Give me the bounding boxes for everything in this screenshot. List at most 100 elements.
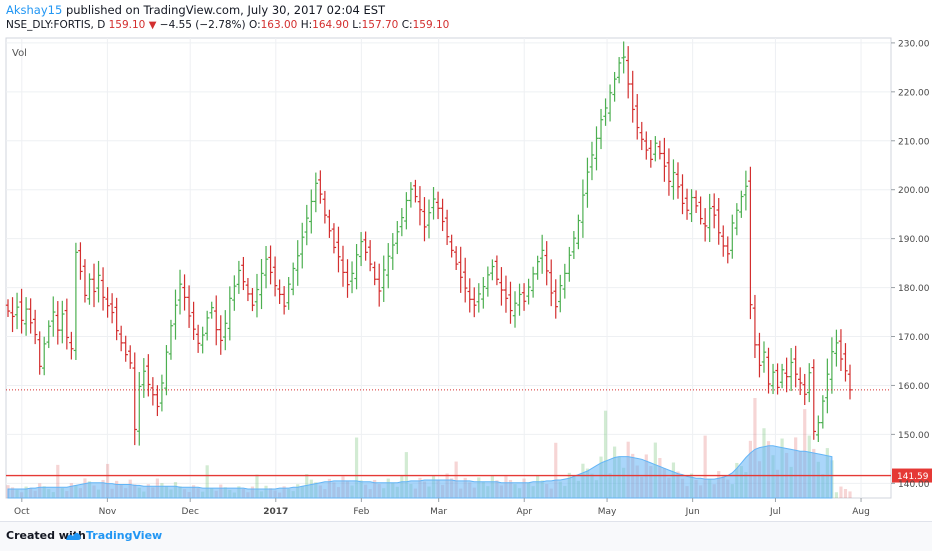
y-tick-label: 200.00 [898, 186, 930, 196]
volume-ma [7, 445, 833, 499]
ohlc-bar [730, 214, 735, 259]
price-chart[interactable]: 141.59 140.00 150.00 160.00 170.00 180.00 190… [0, 0, 932, 521]
ohlc-bar [191, 301, 196, 340]
ohlc-bar [829, 337, 835, 394]
ohlc-bar [739, 190, 744, 218]
ohlc-bar [648, 140, 654, 168]
ohlc-bar [114, 297, 119, 341]
ohlc-bar [195, 324, 201, 353]
ohlc-bar [295, 240, 300, 286]
ohlc-bar [5, 299, 11, 317]
ohlc-bar [788, 348, 794, 392]
ohlc-bar [100, 267, 106, 311]
ohlc-bar [218, 315, 223, 355]
ohlc-bar [807, 363, 812, 403]
x-tick-label: Aug [852, 507, 870, 517]
ohlc-bar [159, 374, 165, 412]
ohlc-bar [168, 319, 174, 360]
ohlc-bar [666, 148, 672, 196]
ohlc-bar [32, 309, 38, 345]
y-tick-label: 160.00 [898, 382, 930, 392]
ohlc-bar [544, 241, 549, 286]
tradingview-link[interactable]: TradingView [86, 529, 163, 542]
ohlc-bar [793, 345, 798, 388]
volume-bar [703, 435, 707, 498]
volume-bar [554, 442, 558, 498]
ohlc-bars [5, 41, 853, 446]
publish-info: published on TradingView.com, July 30, 2… [65, 3, 386, 17]
publish-line: Akshay15 published on TradingView.com, J… [6, 3, 385, 17]
ohlc-bar [241, 256, 246, 291]
ohlc-bar [272, 256, 278, 297]
ohlc-bar [508, 281, 513, 324]
ohlc-bar [386, 243, 391, 289]
ohlc-bar [644, 131, 649, 160]
x-tick-label: Jun [685, 507, 700, 517]
ohlc-bar [653, 136, 658, 162]
chart-header: Akshay15 published on TradingView.com, J… [0, 0, 932, 40]
created-with-text: Created with [6, 529, 86, 542]
y-tick-label: 170.00 [898, 333, 930, 343]
ohlc-bar [336, 226, 341, 273]
ohlc-bar [182, 274, 187, 311]
ohlc-bar [834, 329, 839, 367]
ohlc-bar [177, 269, 183, 315]
ohlc-bar [476, 283, 481, 313]
ohlc-bar [60, 300, 65, 344]
ohlc-bar [313, 172, 319, 213]
support-line-tag [892, 468, 932, 483]
ohlc-bar [472, 287, 477, 318]
ohlc-bar [309, 189, 314, 234]
ohlc-bar [300, 222, 305, 269]
ohlc-bar [766, 347, 771, 394]
ohlc-bar [440, 198, 445, 232]
ohlc-bar [820, 395, 826, 429]
ohlc-bar [711, 193, 717, 229]
ohlc-bar [576, 214, 581, 250]
plot-frame [5, 37, 892, 499]
ohlc-bar [798, 367, 803, 395]
ohlc-bar [698, 196, 703, 225]
ohlc-bar [422, 197, 427, 242]
ohlc-bar [331, 223, 337, 254]
ohlc-bar [675, 162, 681, 199]
y-tick-label: 210.00 [898, 137, 930, 147]
ohlc-bar [589, 141, 595, 181]
y-axis: 140.00 150.00 160.00 170.00 180.00 190.00 200.… [891, 39, 930, 490]
ohlc-bar [553, 279, 558, 319]
ohlc-bar [354, 244, 359, 290]
ohlc-bar [775, 363, 780, 395]
y-tick-label: 230.00 [898, 39, 930, 49]
ohlc-bar [363, 231, 368, 261]
ohlc-bar [304, 204, 309, 246]
ohlc-bar [286, 277, 291, 310]
change-value: −4.55 (−2.78%) [159, 19, 246, 31]
ohlc-bar [250, 288, 255, 312]
ohlc-bar [689, 189, 694, 223]
ohlc-bar [838, 329, 844, 371]
ohlc-bar [512, 291, 518, 328]
ohlc-bar [467, 278, 472, 313]
ohlc-bar [395, 221, 400, 255]
ohlc-bar [426, 199, 432, 239]
ohlc-bar [186, 285, 192, 328]
ohlc-bar [78, 242, 83, 280]
ohlc-bar [444, 209, 450, 246]
ohlc-bar [377, 263, 382, 307]
author-link[interactable]: Akshay15 [6, 3, 63, 17]
ohlc-bar [526, 278, 531, 305]
ohlc-bar [372, 261, 377, 286]
ohlc-bar [232, 275, 237, 311]
open-value: 163.00 [260, 19, 298, 31]
x-tick-label: Nov [99, 507, 117, 517]
volume-bar [834, 492, 839, 498]
support-line-label: 141.59 [897, 472, 929, 482]
last-price: 159.10 [108, 19, 146, 31]
ohlc-bar [431, 187, 436, 220]
ohlc-bar [404, 192, 409, 230]
volume-ma-area [7, 445, 833, 499]
ohlc-bar [843, 343, 848, 382]
ohlc-bar [725, 236, 730, 264]
high-value: 164.90 [312, 19, 349, 31]
ohlc-bar [245, 277, 251, 302]
